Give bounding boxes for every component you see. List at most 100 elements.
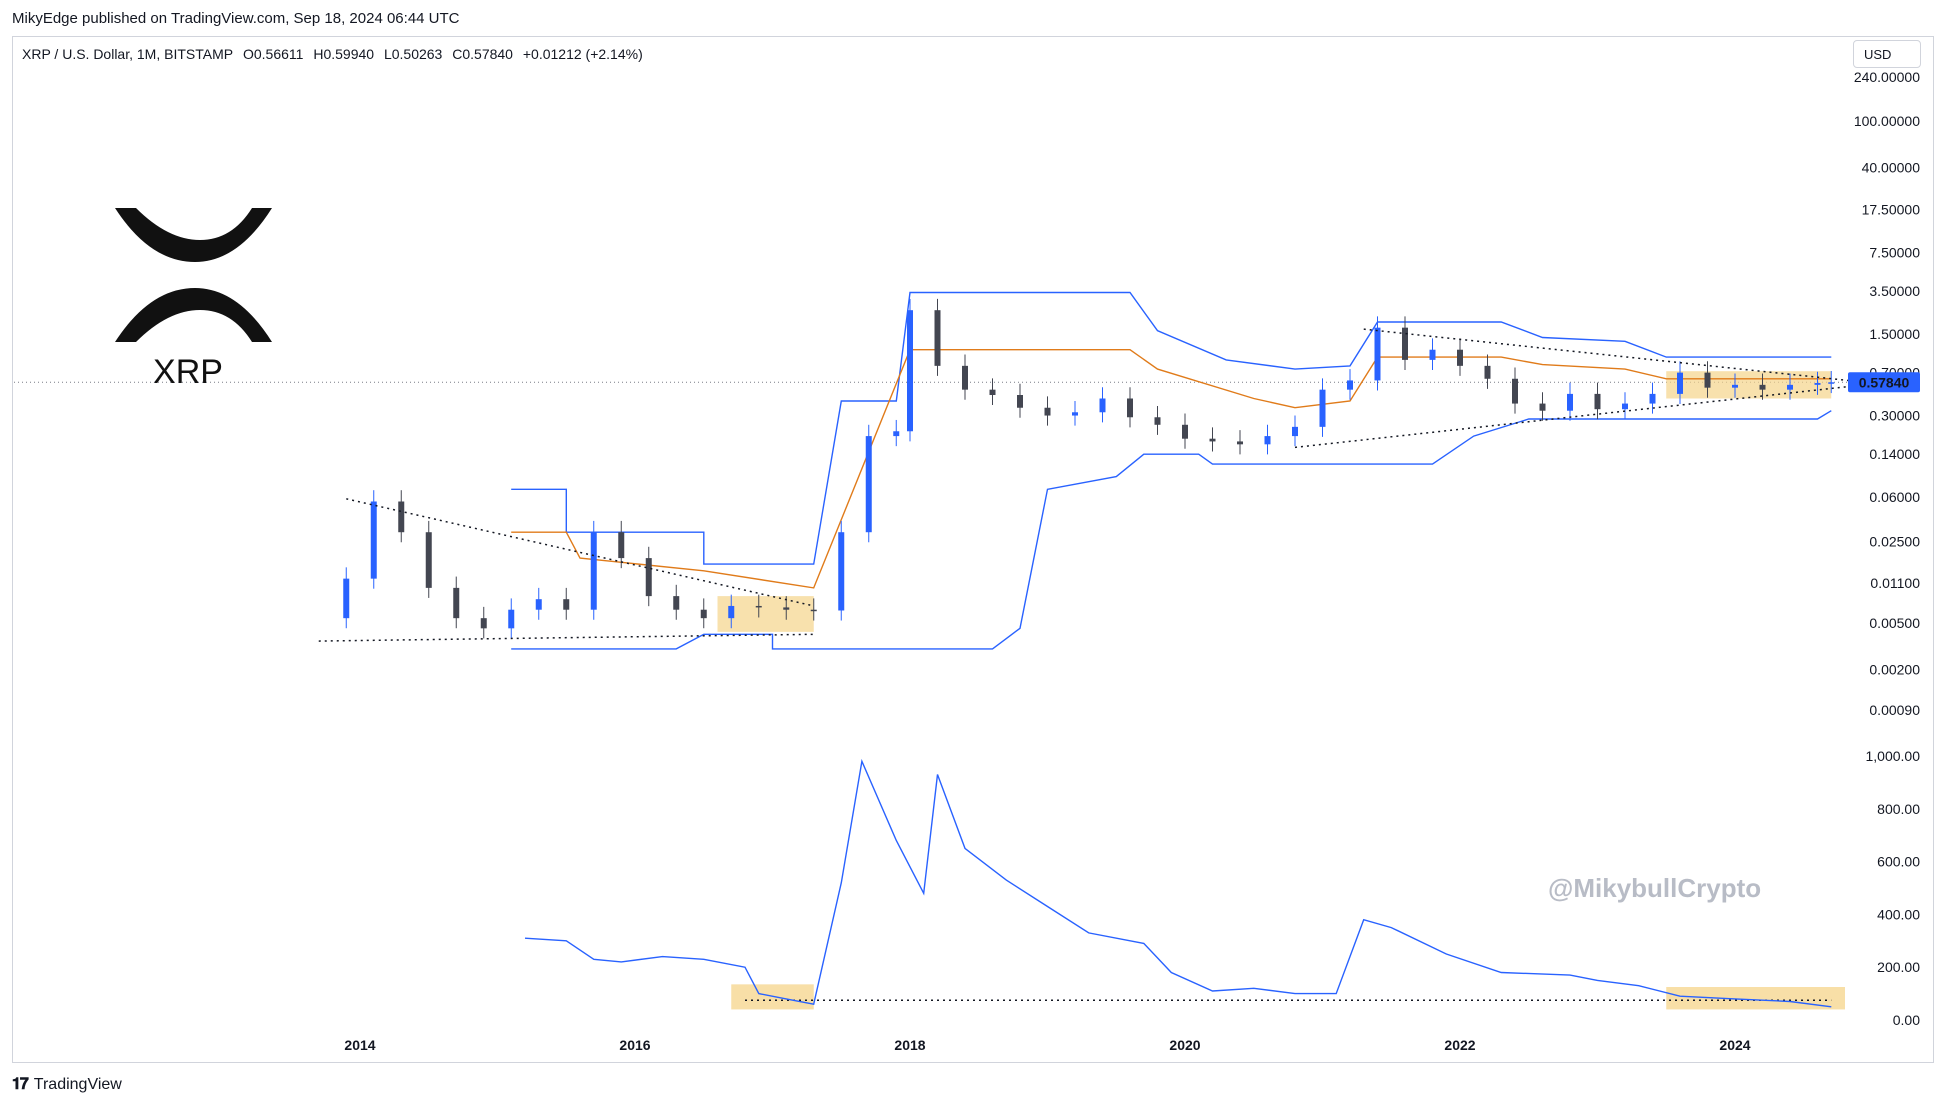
osc-tick-label: 1,000.00 — [1866, 748, 1921, 764]
candle-body — [673, 596, 680, 610]
candle-body — [1539, 403, 1546, 411]
legend-low: L0.50263 — [383, 46, 443, 62]
candle-body — [1374, 327, 1381, 381]
candle-body — [398, 501, 405, 533]
price-axis[interactable]: 240.00000 100.00000 40.00000 17.50000 7.5000… — [1848, 69, 1920, 718]
candle-body — [1319, 389, 1326, 427]
candle-body — [1347, 380, 1353, 390]
osc-tick-label: 200.00 — [1877, 959, 1920, 975]
candle-body — [1677, 372, 1683, 394]
price-tick-label: 7.50000 — [1869, 244, 1920, 260]
candle-body — [480, 618, 487, 629]
candle-body — [838, 532, 845, 611]
price-pane — [14, 291, 1873, 650]
price-tick-label: 0.00200 — [1869, 661, 1920, 677]
candle-body — [934, 310, 941, 366]
candle-body — [1209, 438, 1216, 442]
last-price-tag — [1848, 372, 1920, 393]
oscillator-line — [524, 758, 1832, 1008]
oscillator-pane — [524, 758, 1845, 1010]
candle-body — [590, 532, 597, 610]
candle-body — [1044, 407, 1051, 416]
candle-body — [370, 501, 377, 579]
candle-body — [1402, 327, 1408, 360]
time-tick-label: 2020 — [1169, 1037, 1200, 1053]
osc-tick-label: 400.00 — [1877, 906, 1920, 922]
candle-body — [1732, 384, 1738, 388]
tradingview-logo-icon: 𝟏𝟕 — [12, 1076, 29, 1093]
candle-body — [755, 605, 762, 608]
legend-open: O0.56611 — [242, 46, 304, 62]
candle-body — [1484, 365, 1491, 379]
candle-body — [1017, 395, 1023, 408]
osc-tick-label: 600.00 — [1877, 854, 1920, 870]
price-tick-label: 3.50000 — [1869, 283, 1920, 299]
price-tick-label: 17.50000 — [1862, 202, 1921, 218]
currency-button[interactable]: USD — [1853, 40, 1921, 68]
candle-body — [1127, 398, 1133, 418]
chart-frame — [12, 36, 1934, 1063]
candle-body — [508, 609, 515, 629]
channel-upper-line — [511, 291, 1832, 565]
price-tick-label: 0.30000 — [1869, 408, 1920, 424]
tradingview-brand[interactable]: 𝟏𝟕 TradingView — [12, 1076, 122, 1094]
candle-body — [1759, 384, 1766, 390]
watermark: @MikybullCrypto — [1548, 873, 1762, 903]
brand-label: TradingView — [33, 1076, 122, 1093]
candle-body — [1787, 384, 1793, 390]
candle-body — [453, 587, 460, 619]
oscillator-axis[interactable]: 1,000.00 800.00 600.00 400.00 200.00 0.00 — [1866, 748, 1921, 1028]
candle-body — [343, 578, 350, 619]
time-tick-label: 2022 — [1444, 1037, 1475, 1053]
candle-body — [1182, 424, 1188, 439]
channel-mid-line — [511, 349, 1832, 589]
candle-body — [1264, 436, 1271, 445]
price-tick-label: 0.00090 — [1869, 702, 1920, 718]
osc-tick-label: 800.00 — [1877, 801, 1920, 817]
legend-close: C0.57840 — [452, 46, 513, 62]
time-tick-label: 2014 — [344, 1037, 375, 1053]
legend-symbol: XRP / U.S. Dollar, 1M, BITSTAMP — [22, 46, 234, 62]
candle-body — [1704, 372, 1711, 388]
price-tick-label: 0.01100 — [1870, 575, 1920, 591]
osc-highlight-1 — [1666, 987, 1845, 1010]
candle-body — [1237, 441, 1243, 445]
price-tick-label: 0.06000 — [1869, 489, 1920, 505]
candle-body — [425, 532, 432, 588]
candle-body — [865, 436, 872, 533]
candle-body — [700, 609, 707, 619]
candle-body — [1512, 378, 1518, 404]
legend-change: +0.01212 (+2.14%) — [522, 46, 643, 62]
price-tick-label: 240.00000 — [1854, 69, 1920, 85]
trendline-1 — [318, 633, 814, 642]
candle-body — [810, 609, 817, 612]
time-axis[interactable]: 2014201620182020202220242026202820302032… — [344, 1037, 1946, 1053]
osc-tick-label: 0.00 — [1893, 1012, 1920, 1028]
candle-body — [1429, 349, 1436, 360]
candle-body — [1072, 412, 1078, 416]
trendline-0 — [346, 498, 814, 607]
candle-body — [728, 605, 735, 619]
xrp-logo-text: XRP — [153, 353, 223, 391]
channel-lower-line — [511, 410, 1832, 650]
candle-body — [893, 431, 900, 437]
price-tick-label: 0.00500 — [1869, 615, 1920, 631]
candle-body — [563, 599, 570, 610]
candle-body — [618, 532, 625, 559]
last-price-tag-label: 0.57840 — [1859, 374, 1910, 390]
xrp-logo-icon — [115, 208, 272, 342]
legend-high: H0.59940 — [313, 46, 375, 62]
candle-body — [1594, 393, 1601, 410]
candle-body — [1154, 417, 1161, 425]
price-tick-label: 40.00000 — [1862, 160, 1921, 176]
time-tick-label: 2018 — [894, 1037, 925, 1053]
candle-body — [1292, 426, 1298, 437]
candle-body — [1649, 393, 1656, 404]
candle-body — [1814, 383, 1821, 385]
time-tick-label: 2024 — [1719, 1037, 1750, 1053]
candle-body — [989, 389, 996, 396]
candle-body — [535, 599, 542, 610]
candle-body — [1457, 349, 1463, 366]
time-tick-label: 2016 — [619, 1037, 650, 1053]
